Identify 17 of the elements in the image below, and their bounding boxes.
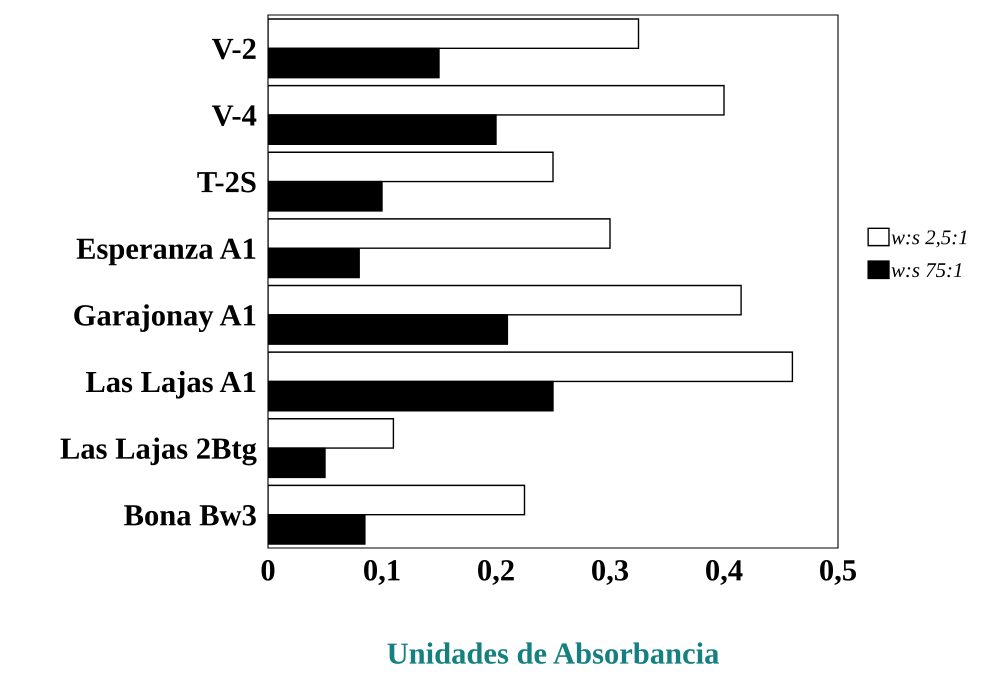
x-tick-label: 0,5: [820, 560, 856, 586]
y-tick-label: Esperanza A1: [76, 238, 256, 266]
y-tick-label: Garajonay A1: [74, 304, 256, 332]
y-tick-label: T-2S: [197, 172, 256, 192]
x-axis-title: Unidades de Absorbancia: [387, 642, 719, 664]
y-tick-label: Las Lajas A1: [86, 370, 256, 399]
x-tick-label: 0,2: [478, 560, 514, 586]
legend-label: w:s 2,5:1: [892, 230, 966, 248]
y-tick-label: V-4: [212, 105, 256, 126]
x-tick-label: 0,4: [706, 560, 743, 586]
x-tick-label: 0: [262, 560, 274, 581]
x-tick-label: 0,1: [364, 560, 400, 586]
x-tick-label: 0,3: [592, 560, 628, 586]
y-tick-label: V-2: [212, 38, 256, 60]
y-tick-label: Las Lajas 2Btg: [60, 437, 257, 466]
y-tick-label: Bona Bw3: [124, 505, 256, 526]
legend-label: w:s 75:1: [892, 263, 962, 278]
